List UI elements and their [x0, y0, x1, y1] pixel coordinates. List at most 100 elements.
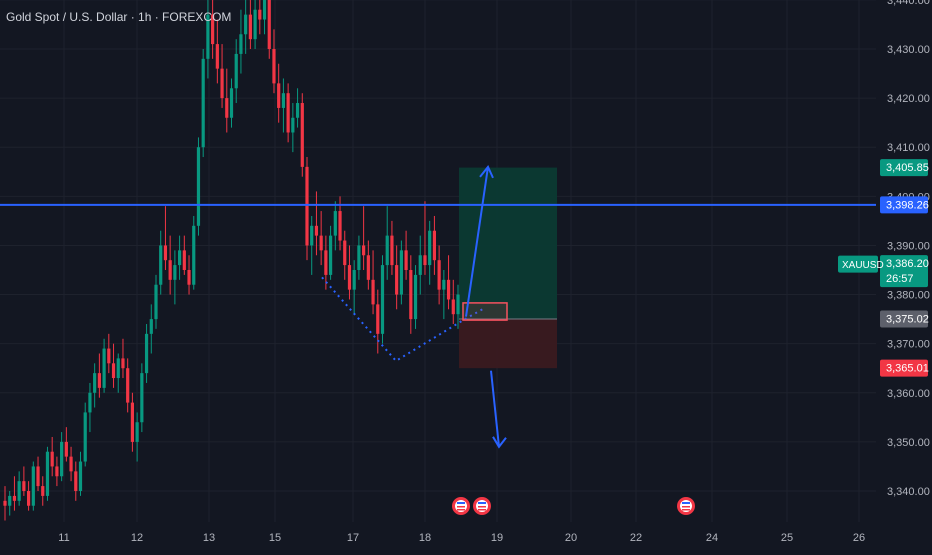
- arrow-down-line[interactable]: [490, 370, 500, 447]
- candle-body: [244, 14, 248, 35]
- symbol-tag-text: XAUUSD: [842, 260, 884, 271]
- candle-body: [17, 481, 21, 501]
- candle-body: [442, 279, 446, 290]
- candle-body: [432, 230, 437, 261]
- entry-box[interactable]: [462, 302, 508, 321]
- y-tick-label: 3,420.00: [887, 93, 930, 105]
- symbol-tag: [838, 255, 878, 273]
- candle-body: [371, 279, 375, 305]
- candle-body: [159, 245, 163, 285]
- x-tick-label: 18: [419, 532, 431, 544]
- candle-body: [55, 466, 59, 477]
- price-label-entry: [880, 310, 928, 328]
- candle-body: [211, 14, 215, 45]
- candle-body: [50, 451, 54, 467]
- candle-body: [69, 456, 73, 472]
- y-tick-label: 3,360.00: [887, 388, 930, 400]
- candle-body: [451, 299, 455, 315]
- y-tick-label: 3,430.00: [887, 44, 930, 56]
- candle-body: [102, 348, 106, 388]
- flag-stripe: [457, 502, 465, 504]
- candle-body: [305, 166, 309, 246]
- candle-body: [456, 294, 460, 315]
- candle-body: [234, 53, 238, 89]
- flag-stripe: [478, 509, 486, 511]
- candle-body: [262, 0, 267, 20]
- flag-stripe: [457, 509, 465, 511]
- target-zone[interactable]: [459, 167, 557, 320]
- flag-stripe: [457, 506, 465, 508]
- arrow-down-head: [492, 436, 507, 449]
- candle-body: [253, 9, 257, 40]
- x-tick-label: 22: [630, 532, 642, 544]
- arrow-up-line[interactable]: [465, 166, 489, 317]
- candle-body: [437, 260, 441, 290]
- candle-body: [60, 441, 64, 477]
- candle-body: [201, 58, 205, 148]
- candle-body: [116, 358, 120, 379]
- candle-body: [36, 466, 40, 487]
- candle-body: [78, 461, 83, 491]
- candle-body: [328, 235, 333, 275]
- candle-body: [196, 147, 201, 226]
- candle-body: [277, 83, 281, 108]
- x-tick-label: 26: [853, 532, 865, 544]
- candle-body: [144, 333, 149, 374]
- y-tick-label: 3,370.00: [887, 339, 930, 351]
- candle-body: [267, 0, 271, 49]
- candle-body: [385, 235, 389, 266]
- pattern-dotted-line[interactable]: [321, 276, 486, 363]
- price-label-target: [880, 159, 928, 177]
- x-tick-label: 13: [203, 532, 215, 544]
- candle-body: [192, 225, 196, 285]
- x-tick-label: 24: [706, 532, 718, 544]
- candle-body: [168, 260, 172, 280]
- candle-body: [295, 103, 300, 118]
- candle-body: [130, 402, 135, 442]
- candle-body: [88, 392, 92, 413]
- candle-body: [404, 250, 408, 270]
- candle-body: [220, 68, 224, 99]
- candle-body: [413, 274, 418, 320]
- symbol-title: Gold Spot / U.S. Dollar · 1h · FOREXCOM: [6, 10, 232, 24]
- candle-body: [423, 255, 427, 266]
- candle-body: [347, 265, 352, 290]
- price-label-stop: [880, 359, 928, 377]
- flag-stripe: [682, 509, 690, 511]
- candle-body: [206, 14, 210, 59]
- candle-body: [41, 486, 45, 496]
- candle-body: [338, 211, 342, 241]
- candle-body: [310, 225, 314, 246]
- candle-body: [107, 348, 111, 364]
- candle-body: [154, 284, 158, 320]
- y-tick-label: 3,340.00: [887, 486, 930, 498]
- candle-body: [149, 319, 153, 334]
- candle-body: [376, 304, 380, 334]
- candle-body: [418, 255, 422, 275]
- candle-body: [248, 14, 252, 40]
- candle-body: [380, 265, 385, 334]
- arrow-up-head: [479, 164, 494, 179]
- x-tick-label: 25: [781, 532, 793, 544]
- candle-body: [343, 240, 347, 266]
- candle-body: [319, 235, 323, 251]
- candle-body: [357, 245, 361, 270]
- candle-body: [362, 245, 366, 256]
- price-label-text: 3,405.85: [886, 162, 929, 174]
- candle-body: [182, 250, 186, 270]
- x-tick-label: 19: [491, 532, 503, 544]
- candle-body: [324, 250, 328, 275]
- candle-body: [428, 230, 432, 266]
- y-tick-label: 3,350.00: [887, 437, 930, 449]
- stop-zone[interactable]: [459, 319, 557, 369]
- candle-body: [409, 270, 413, 320]
- candle-body: [300, 103, 304, 167]
- candle-body: [121, 358, 125, 369]
- candle-body: [187, 270, 191, 285]
- candle-body: [314, 225, 319, 236]
- candle-body: [291, 117, 295, 133]
- candle-body: [22, 481, 26, 491]
- flag-stripe: [682, 502, 690, 504]
